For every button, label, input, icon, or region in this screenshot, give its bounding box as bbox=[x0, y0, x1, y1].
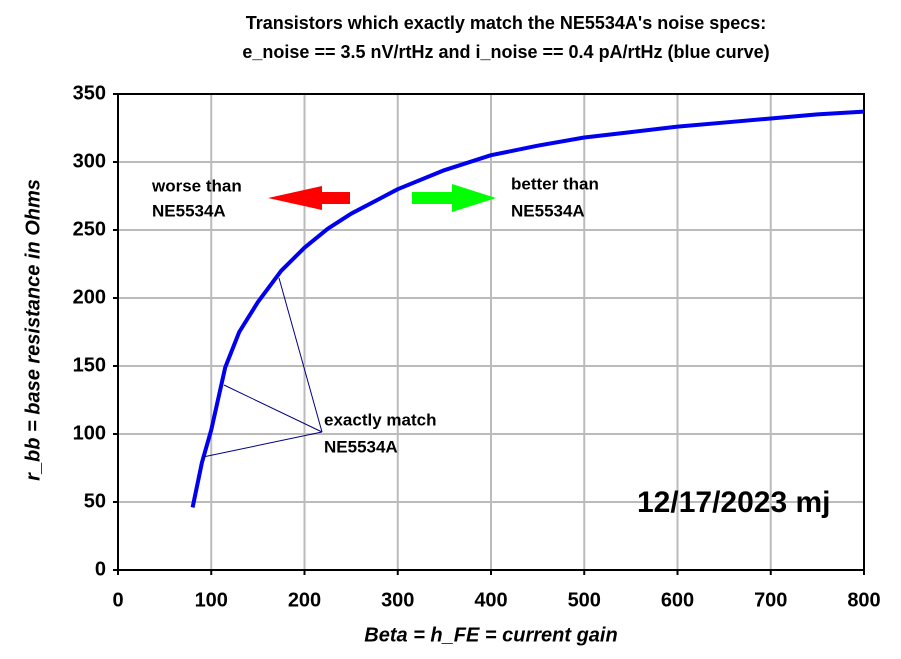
plot-border bbox=[117, 93, 865, 571]
annotations: worse than NE5534A better than NE5534A e… bbox=[151, 174, 831, 518]
x-tick-label: 100 bbox=[195, 589, 228, 611]
x-axis-label: Beta = h_FE = current gain bbox=[364, 624, 617, 646]
y-tick-label: 350 bbox=[73, 82, 106, 104]
x-tick-label: 400 bbox=[474, 589, 507, 611]
annotation: better than bbox=[511, 174, 599, 193]
y-tick-label: 0 bbox=[95, 558, 106, 580]
x-tick-label: 0 bbox=[112, 589, 123, 611]
data-line bbox=[190, 109, 865, 508]
y-tick-label: 150 bbox=[73, 354, 106, 376]
x-tick-label: 800 bbox=[847, 589, 880, 611]
annotation: exactly match bbox=[324, 410, 436, 429]
y-tick-label: 250 bbox=[73, 218, 106, 240]
plot-area: 0 50 100 150 200 250 300 350 0 100 200 300 400 500 600… bbox=[73, 82, 881, 611]
y-tick-label: 100 bbox=[73, 422, 106, 444]
y-tick-label: 50 bbox=[84, 490, 106, 512]
annotation: worse than bbox=[151, 176, 242, 195]
arrow-right bbox=[412, 184, 496, 212]
y-axis-label: r_bb = base resistance in Ohms bbox=[22, 179, 44, 481]
y-tick-label: 300 bbox=[73, 150, 106, 172]
x-tick-label: 500 bbox=[568, 589, 601, 611]
annotation: NE5534A bbox=[511, 201, 585, 220]
y-tick-label: 200 bbox=[73, 286, 106, 308]
pointer-line bbox=[223, 384, 323, 433]
pointer-line bbox=[202, 431, 323, 458]
chart-title: e_noise == 3.5 nV/rtHz and i_noise == 0.… bbox=[242, 42, 769, 62]
annotation: NE5534A bbox=[152, 201, 226, 220]
x-tick-label: 200 bbox=[288, 589, 321, 611]
chart-title: Transistors which exactly match the NE55… bbox=[246, 13, 767, 33]
annotation: NE5534A bbox=[324, 437, 398, 456]
x-tick-label: 600 bbox=[661, 589, 694, 611]
pointer-line bbox=[278, 277, 323, 433]
x-tick-label: 300 bbox=[381, 589, 414, 611]
date-stamp: 12/17/2023 mj bbox=[637, 486, 831, 519]
arrow-left bbox=[268, 186, 350, 210]
x-tick-label: 700 bbox=[754, 589, 787, 611]
